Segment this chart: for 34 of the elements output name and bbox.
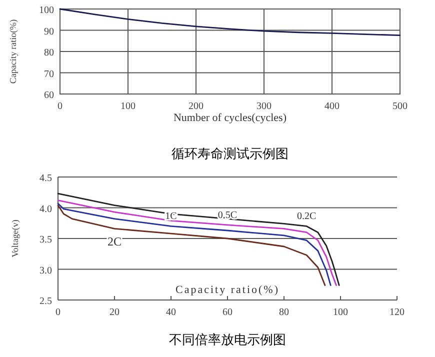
y-tick-label: 2.5: [40, 296, 52, 307]
y-tick-label: 70: [44, 68, 54, 80]
x-axis-title: Number of cycles(cycles): [173, 112, 287, 124]
x-tick-label: 60: [222, 307, 232, 318]
x-tick-label: 40: [166, 307, 176, 318]
x-tick-label: 0: [56, 307, 60, 318]
y-tick-label: 90: [44, 26, 54, 38]
x-tick-label: 80: [279, 307, 289, 318]
x-tick-label: 500: [392, 101, 408, 112]
x-axis-title: Capacity ratio(%): [176, 284, 280, 296]
series-label: 0.2C: [297, 211, 317, 222]
text: 不同倍率放电示例图: [169, 332, 286, 347]
y-tick-label: 80: [44, 48, 54, 58]
x-tick-label: 300: [256, 101, 272, 112]
x-tick-label: 20: [110, 307, 120, 318]
x-tick-label: 0: [58, 101, 62, 112]
x-tick-label: 120: [390, 307, 404, 318]
line-series: [59, 8, 401, 36]
series-label: 2C: [107, 234, 122, 249]
y-tick-label: 60: [44, 90, 54, 101]
x-tick-label: 200: [188, 101, 204, 112]
series-label: 0.5C: [218, 210, 238, 221]
x-tick-label: 100: [333, 307, 348, 318]
y-tick-label: 100: [39, 5, 54, 16]
series-label: 1C: [165, 211, 178, 222]
x-tick-label: 400: [324, 101, 340, 112]
y-tick-label: 3.0: [40, 265, 52, 276]
x-tick-label: 100: [120, 101, 136, 112]
y-axis-title: Capacity ratio(%): [8, 19, 18, 84]
y-axis-title: Voltage(v): [10, 220, 20, 258]
text: 循环寿命测试示例图: [172, 146, 288, 161]
y-tick-label: 4.0: [40, 204, 52, 215]
y-tick-label: 3.5: [40, 234, 52, 246]
y-tick-label: 4.5: [40, 173, 52, 184]
